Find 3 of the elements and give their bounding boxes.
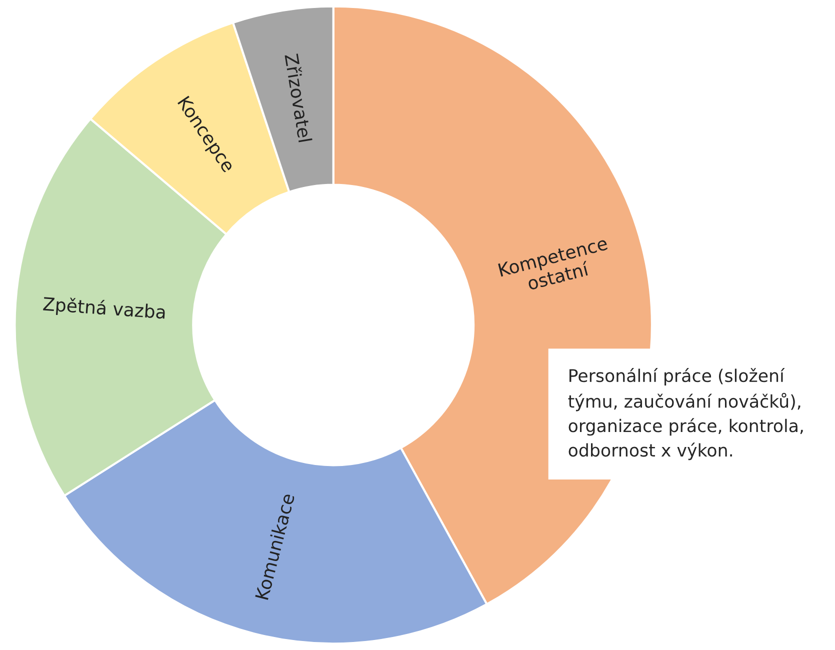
slice-label: Zřizovatel <box>284 53 314 142</box>
text: Personální práce (složení týmu, zaučování nováčků), organizace práce, kontrola, odbornost x výkon. <box>568 368 803 460</box>
slice-label: Zpětná vazba <box>42 296 166 322</box>
